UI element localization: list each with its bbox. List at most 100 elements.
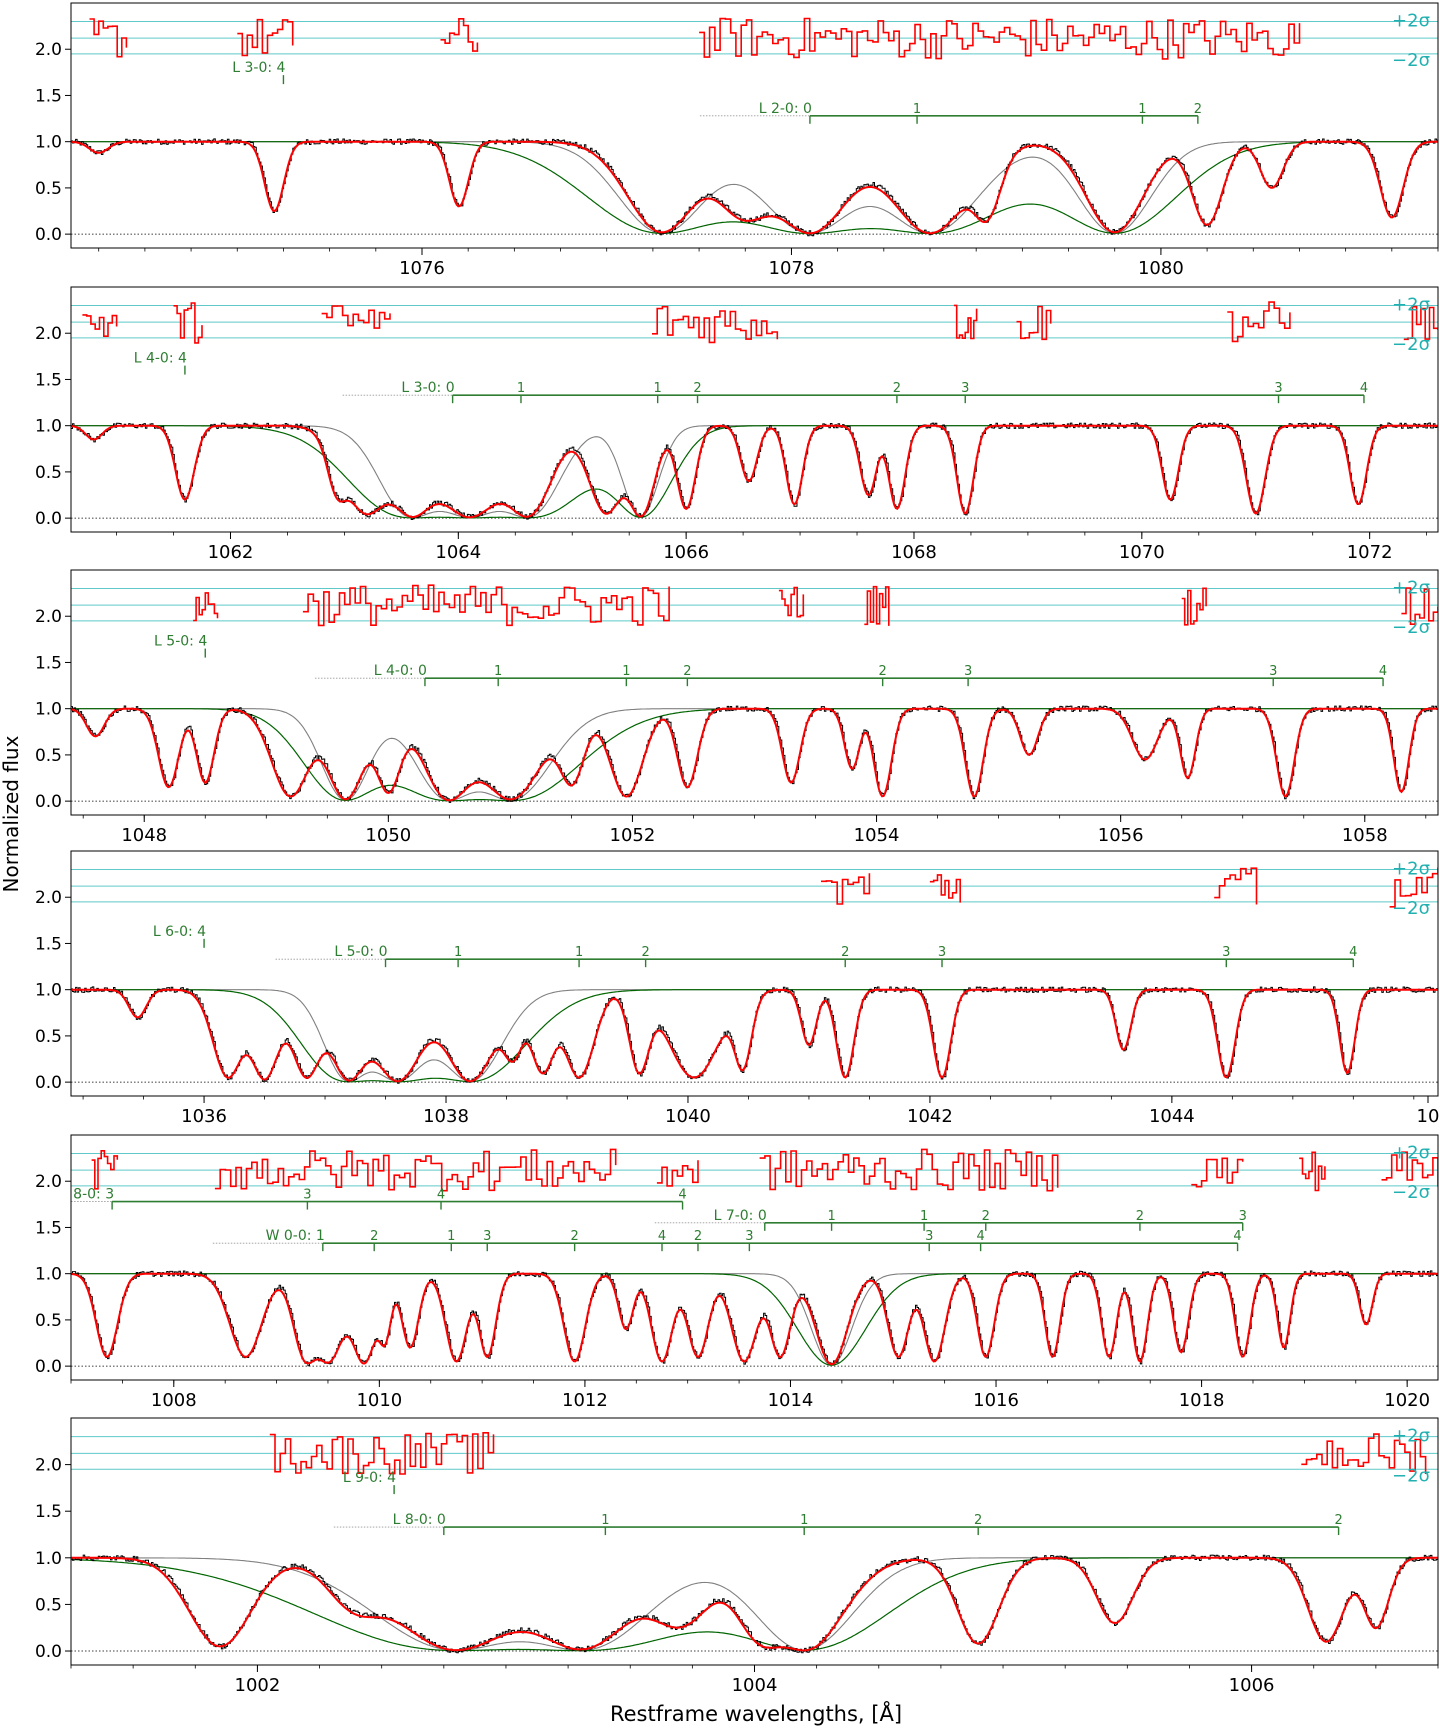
y-tick-label: 0.5 [35, 179, 62, 199]
x-tick-label: 1054 [854, 825, 900, 846]
panels: L 3-0: 4 1 1 2 L 2-0: 0 +2σ −2σ 0.0 0.5 1.0 1.5 2.0… [35, 2, 1439, 1696]
axes-frame [70, 569, 1439, 816]
sigma-minus-label: −2σ [1392, 617, 1430, 638]
x-tick-label: 1014 [768, 1390, 814, 1411]
sigma-plus-label: +2σ [1392, 577, 1430, 598]
marker-tick-label: 4 [1349, 945, 1357, 960]
residual-segment [699, 17, 1301, 60]
y-tick-label: 2.0 [35, 607, 62, 627]
y-tick-label: 1.5 [35, 370, 62, 390]
plot-area: L 4-0: 4 1 1 2 2 3 3 4 L 3-0: 0 [71, 301, 1438, 520]
marker-tick-label: 4 [976, 1229, 984, 1244]
residual-segment [193, 592, 219, 622]
x-tick-label: 1064 [435, 542, 481, 563]
axes-frame [70, 286, 1439, 533]
marker-label: L 8-0: 3 [61, 1187, 114, 1203]
observed-spectrum [71, 1554, 1438, 1654]
marker-tick-label: 4 [1233, 1229, 1241, 1244]
sigma-minus-label: −2σ [1392, 334, 1430, 355]
y-tick-label: 0.5 [35, 746, 62, 766]
residual-segment [89, 18, 128, 58]
marker-label: L 4-0: 0 [374, 663, 427, 679]
y-tick-label: 2.0 [35, 40, 62, 60]
marker-label: L 7-0: 0 [714, 1208, 767, 1224]
y-tick-label: 1.0 [35, 133, 62, 153]
y-tick-label: 1.0 [35, 981, 62, 1001]
x-tick-label: 1072 [1347, 542, 1393, 563]
residual-segment [929, 874, 961, 903]
x-tick-label: 1006 [1229, 1675, 1275, 1696]
component-gray [71, 989, 1438, 1083]
marker-tick-label: 4 [1360, 381, 1368, 396]
y-tick-label: 1.0 [35, 700, 62, 720]
marker-label: L 6-0: 4 [153, 924, 206, 940]
residual-segment [759, 1148, 1059, 1192]
residual-segment [1381, 1151, 1438, 1187]
residual-segment [91, 1150, 119, 1190]
marker-tick-label: 1 [575, 945, 583, 960]
marker-tick-label: 2 [693, 381, 701, 396]
marker-label: L 8-0: 0 [393, 1512, 446, 1528]
marker-label: L 2-0: 0 [759, 101, 812, 117]
marker-tick-label: 3 [961, 381, 969, 396]
residual-segment [1299, 1151, 1326, 1192]
marker-tick-label: 1 [517, 381, 525, 396]
y-tick-label: 0.5 [35, 1311, 62, 1331]
x-tick-label: 1036 [181, 1106, 227, 1127]
y-tick-label: 2.0 [35, 1456, 62, 1476]
total-fit [71, 988, 1438, 1083]
marker-tick-label: 2 [694, 1229, 702, 1244]
marker-tick-label: 1 [1138, 102, 1146, 117]
marker-label: L 9-0: 4 [343, 1470, 396, 1486]
y-tick-label: 0.5 [35, 1595, 62, 1615]
component-green [71, 989, 1438, 1083]
total-fit [71, 1272, 1438, 1366]
residual-segment [1016, 305, 1052, 341]
marker-tick-label: 2 [641, 945, 649, 960]
component-gray [71, 1273, 1438, 1366]
marker-tick-label: 2 [570, 1229, 578, 1244]
sigma-minus-label: −2σ [1392, 50, 1430, 71]
marker-tick-label: 2 [879, 664, 887, 679]
residual-segment [440, 18, 479, 52]
sigma-minus-label: −2σ [1392, 898, 1430, 919]
marker-tick-label: 2 [974, 1513, 982, 1528]
marker-tick-label: 2 [1136, 1209, 1144, 1224]
panel-2: L 4-0: 4 1 1 2 2 3 3 4 L 3-0: 0 +2σ −2σ 0.0 0.5 1.0 1.… [35, 286, 1439, 563]
residual-segment [1301, 1433, 1427, 1474]
x-tick-label: 1056 [1098, 825, 1144, 846]
marker-label: W 0-0: 1 [266, 1228, 325, 1244]
axes-frame [70, 1134, 1439, 1381]
residual-segment [173, 302, 203, 344]
marker-tick-label: 2 [982, 1209, 990, 1224]
total-fit [71, 707, 1438, 802]
x-tick-label: 1048 [121, 825, 167, 846]
y-tick-label: 2.0 [35, 324, 62, 344]
x-tick-label: 1068 [891, 542, 937, 563]
x-tick-label: 1010 [356, 1390, 402, 1411]
marker-tick-label: 2 [1194, 102, 1202, 117]
component-green [71, 1273, 1438, 1366]
marker-tick-label: 1 [913, 102, 921, 117]
marker-tick-label: 3 [938, 945, 946, 960]
y-tick-label: 2.0 [35, 888, 62, 908]
y-tick-label: 0.0 [35, 1073, 62, 1093]
x-tick-label: 1040 [665, 1106, 711, 1127]
x-tick-label: 1080 [1138, 258, 1184, 279]
marker-tick-label: 4 [658, 1229, 666, 1244]
sigma-plus-label: +2σ [1392, 294, 1430, 315]
component-gray [71, 708, 1438, 802]
component-green [71, 1557, 1438, 1652]
marker-label: L 3-0: 4 [232, 60, 285, 76]
residual-segment [321, 305, 391, 329]
x-tick-label: 1078 [769, 258, 815, 279]
x-tick-label: 1012 [562, 1390, 608, 1411]
panel-4: L 6-0: 4 1 1 2 2 3 3 4 L 5-0: 0 +2σ −2σ 0.0 0.5 1.0 1.… [35, 850, 1439, 1127]
residual-segment [652, 305, 779, 344]
marker-tick-label: 4 [1379, 664, 1387, 679]
marker-tick-label: 2 [683, 664, 691, 679]
sigma-minus-label: −2σ [1392, 1182, 1430, 1203]
marker-tick-label: 3 [1269, 664, 1277, 679]
y-tick-label: 1.5 [35, 653, 62, 673]
panel-5: 3 4 4 L 8-0: 3 1 1 2 2 3 L 7-0: 0 2 1 3 2 4 2 3 3 4 4 W 0-0:… [35, 1134, 1439, 1411]
